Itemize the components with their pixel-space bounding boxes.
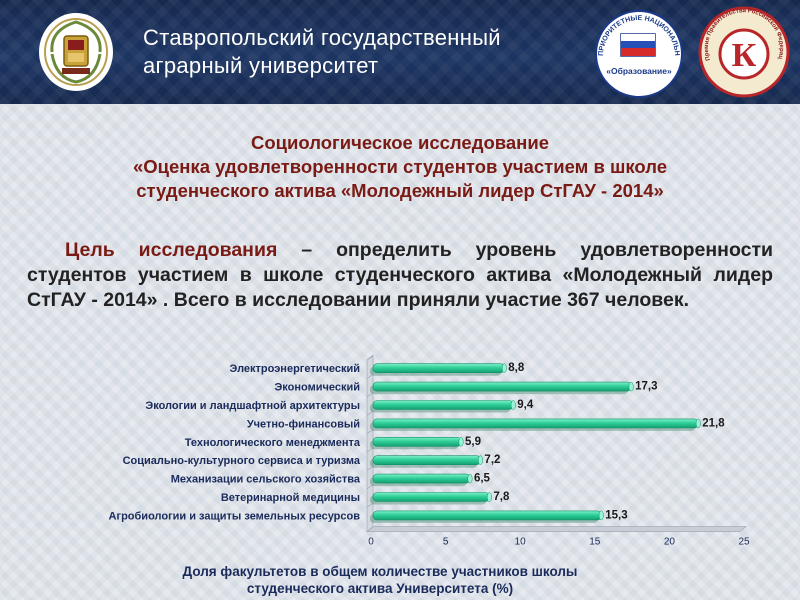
chart-y-tick	[366, 410, 374, 416]
chart-category-label: Агробиологии и защиты земельных ресурсов	[109, 510, 361, 522]
chart-bar-cap	[501, 363, 507, 373]
chart-x-tick-label: 10	[515, 537, 527, 548]
chart-bar	[372, 418, 699, 429]
national-projects-logo-icon: ПРИОРИТЕТНЫЕ НАЦИОНАЛЬНЫЕ ПРОЕКТЫ «Образ…	[593, 8, 683, 98]
study-goal-key: Цель исследования	[65, 239, 278, 261]
chart-value-label: 8,8	[508, 362, 525, 374]
chart-category-label: Социально-культурного сервиса и туризма	[123, 455, 361, 467]
study-title-line1: Социологическое исследование	[251, 132, 549, 153]
chart-bar-cap	[598, 510, 604, 521]
chart-x-tick-label: 20	[664, 537, 676, 548]
chart-x-tick-label: 15	[589, 537, 601, 548]
chart-bar	[372, 455, 481, 465]
national-projects-label: «Образование»	[606, 66, 672, 76]
chart-category-label: Экономический	[274, 382, 360, 394]
chart-bar	[372, 492, 490, 502]
chart-floor	[366, 526, 747, 532]
faculty-share-bar-chart: Электроэнергетический 8,8 Экономический 17,…	[109, 354, 750, 548]
chart-value-label: 7,2	[484, 454, 500, 466]
chart-value-label: 9,4	[517, 399, 534, 411]
chart-bar	[372, 400, 514, 410]
chart-y-tick	[366, 392, 374, 398]
study-title-line2: «Оценка удовлетворенности студентов учас…	[132, 156, 668, 177]
chart-y-tick	[366, 374, 374, 379]
chart-category-label: Экологии и ландшафтной архитектуры	[145, 400, 360, 412]
chart-y-tick	[366, 429, 374, 434]
chart-bar	[372, 473, 471, 484]
study-goal-paragraph: Цель исследования – определить уровень у…	[27, 238, 773, 313]
quality-award-logo-icon: Премия Правительства Российской Федераци…	[698, 6, 790, 98]
chart-value-label: 7,8	[493, 491, 510, 503]
chart-value-label: 17,3	[635, 381, 657, 393]
study-goal-text: – определить уровень удовлетворенности с…	[27, 239, 773, 311]
chart-x-tick-label: 5	[443, 537, 449, 548]
chart-caption-line2: студенческого актива Университета (%)	[246, 581, 514, 596]
chart-x-tick-label: 25	[738, 537, 750, 548]
chart-value-label: 15,3	[605, 509, 627, 521]
chart-y-tick	[366, 466, 374, 471]
chart-bar	[372, 510, 602, 521]
study-title: Социологическое исследование «Оценка удо…	[20, 131, 780, 203]
chart-caption-line1: Доля факультетов в общем количестве учас…	[182, 564, 578, 579]
chart-x-tick-label: 0	[368, 537, 374, 548]
chart-value-label: 6,5	[474, 473, 491, 485]
chart-value-label: 5,9	[465, 436, 481, 448]
chart-category-label: Электроэнергетический	[230, 363, 360, 375]
university-name-line2: аграрный университет	[143, 53, 379, 78]
quality-award-letter: К	[732, 37, 757, 74]
university-name: Ставропольский государственный аграрный …	[143, 24, 563, 80]
chart-y-tick	[366, 355, 374, 361]
chart-y-tick	[366, 502, 374, 508]
university-name-line1: Ставропольский государственный	[143, 25, 501, 50]
chart-category-label: Учетно-финансовый	[247, 418, 360, 430]
chart-bar-cap	[477, 455, 483, 465]
chart-bar	[372, 381, 632, 392]
chart-y-tick	[366, 447, 374, 453]
chart-category-label: Технологического менеджмента	[185, 437, 361, 449]
chart-bar	[372, 363, 505, 373]
chart-value-label: 21,8	[702, 417, 725, 429]
chart-category-label: Ветеринарной медицины	[221, 492, 360, 504]
header-banner: Ставропольский государственный аграрный …	[0, 0, 800, 104]
chart-bar-cap	[695, 418, 701, 429]
university-emblem-icon	[39, 13, 113, 91]
chart-y-tick	[366, 484, 374, 490]
chart-bar-cap	[486, 492, 492, 502]
chart-bar-cap	[467, 473, 473, 484]
chart-bar-cap	[458, 437, 464, 447]
chart-bar-cap	[628, 381, 634, 392]
chart-bar	[372, 437, 462, 447]
study-title-line3: студенческого актива «Молодежный лидер С…	[136, 180, 664, 201]
chart-caption: Доля факультетов в общем количестве учас…	[120, 563, 640, 597]
chart-bar-cap	[510, 400, 516, 410]
chart-category-label: Механизации сельского хозяйства	[171, 474, 361, 486]
